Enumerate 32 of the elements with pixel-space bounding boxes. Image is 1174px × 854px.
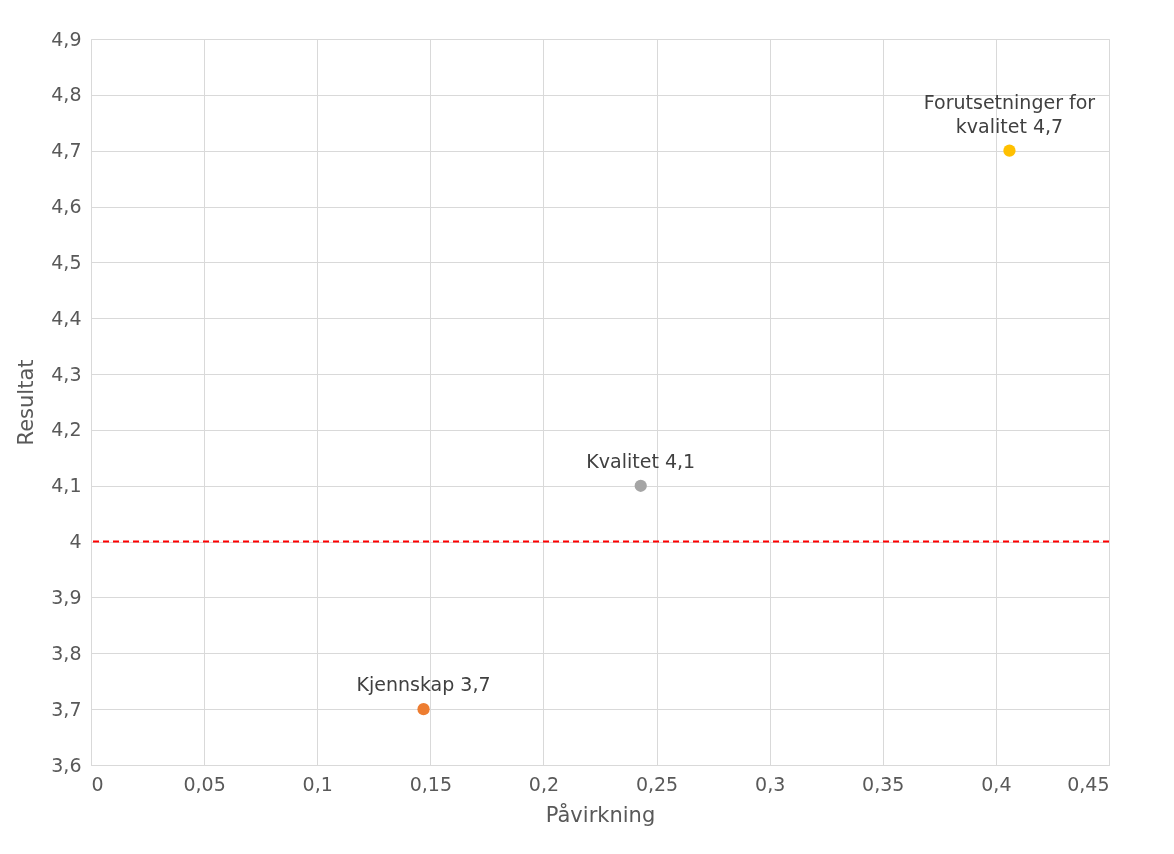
x-tick-label: 0,15 <box>409 772 452 795</box>
y-tick-label: 4,1 <box>51 474 82 497</box>
point <box>417 703 430 716</box>
x-tick-label: 0,35 <box>862 772 905 795</box>
y-tick-label: 4 <box>69 530 82 553</box>
annotation: Kjennskap 3,7 <box>356 673 491 696</box>
y-tick-label: 4,8 <box>51 83 82 106</box>
y-tick-label: 3,6 <box>51 753 82 776</box>
x-tick-label: 0,25 <box>635 772 679 795</box>
y-tick-label: 4,9 <box>51 27 82 50</box>
y-tick-label: 3,7 <box>51 697 82 720</box>
x-tick-label: 0,1 <box>302 772 333 795</box>
x-tick-label: 0,3 <box>755 772 786 795</box>
annotation: Forutsetninger for kvalitet 4,7 <box>923 90 1096 137</box>
point <box>1003 144 1016 157</box>
point <box>634 479 647 492</box>
y-tick-label: 4,2 <box>51 418 82 441</box>
y-tick-label: 4,4 <box>51 306 82 329</box>
x-tick-label: 0 <box>91 772 104 795</box>
y-axis-title: Resultat <box>14 359 39 446</box>
annotation: Kvalitet 4,1 <box>586 449 696 472</box>
y-tick-label: 3,8 <box>51 641 82 664</box>
y-tick-label: 3,9 <box>51 585 82 608</box>
x-tick-label: 0,45 <box>1067 772 1110 795</box>
y-tick-label: 4,5 <box>51 250 82 273</box>
y-tick-label: 4,6 <box>51 195 82 218</box>
x-tick-label: 0,05 <box>183 772 226 795</box>
y-tick-label: 4,3 <box>51 362 82 385</box>
x-tick-label: 0,4 <box>981 772 1012 795</box>
x-axis-title: Påvirkning <box>545 801 656 827</box>
x-tick-label: 0,2 <box>528 772 560 795</box>
y-tick-label: 4,7 <box>51 139 82 162</box>
